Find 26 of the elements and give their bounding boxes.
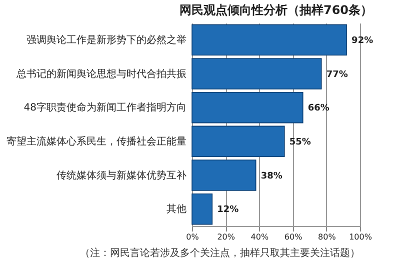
- text: （注：网民言论若涉及多个关注点，抽样只取其主要关注话题）: [80, 247, 360, 259]
- y-tick-label: 传统媒体须与新媒体优势互补: [56, 169, 186, 182]
- data-label: 55%: [289, 137, 311, 148]
- x-tick-label: 60%: [284, 232, 303, 242]
- x-tick-label: 80%: [318, 232, 336, 242]
- x-tick-label: 0%: [186, 232, 200, 242]
- bar: [192, 160, 256, 191]
- y-tick-label: 强调舆论工作是新形势下的必然之举: [26, 34, 186, 46]
- y-tick-label: 总书记的新闻舆论思想与时代合拍共振: [16, 68, 186, 80]
- bar: [192, 24, 347, 56]
- chart-title: 网民观点倾向性分析（抽样760条）: [179, 3, 373, 17]
- y-tick-label: 其他: [166, 203, 186, 216]
- bar: [192, 58, 322, 90]
- data-label: 66%: [308, 104, 330, 114]
- bar: [192, 193, 213, 225]
- x-tick-label: 40%: [250, 232, 269, 242]
- y-tick-label: 寄望主流媒体心系民生，传播社会正能量: [6, 135, 186, 148]
- bar: [192, 126, 285, 158]
- data-label: 38%: [260, 171, 282, 182]
- data-label: 12%: [217, 205, 239, 216]
- data-label: 92%: [352, 36, 374, 46]
- x-tick-label: 100%: [349, 232, 372, 242]
- x-tick-label: 20%: [217, 232, 236, 242]
- data-label: 77%: [326, 70, 348, 80]
- bar: [192, 92, 304, 124]
- y-tick-label: 48字职责使命为新闻工作者指明方向: [24, 102, 186, 114]
